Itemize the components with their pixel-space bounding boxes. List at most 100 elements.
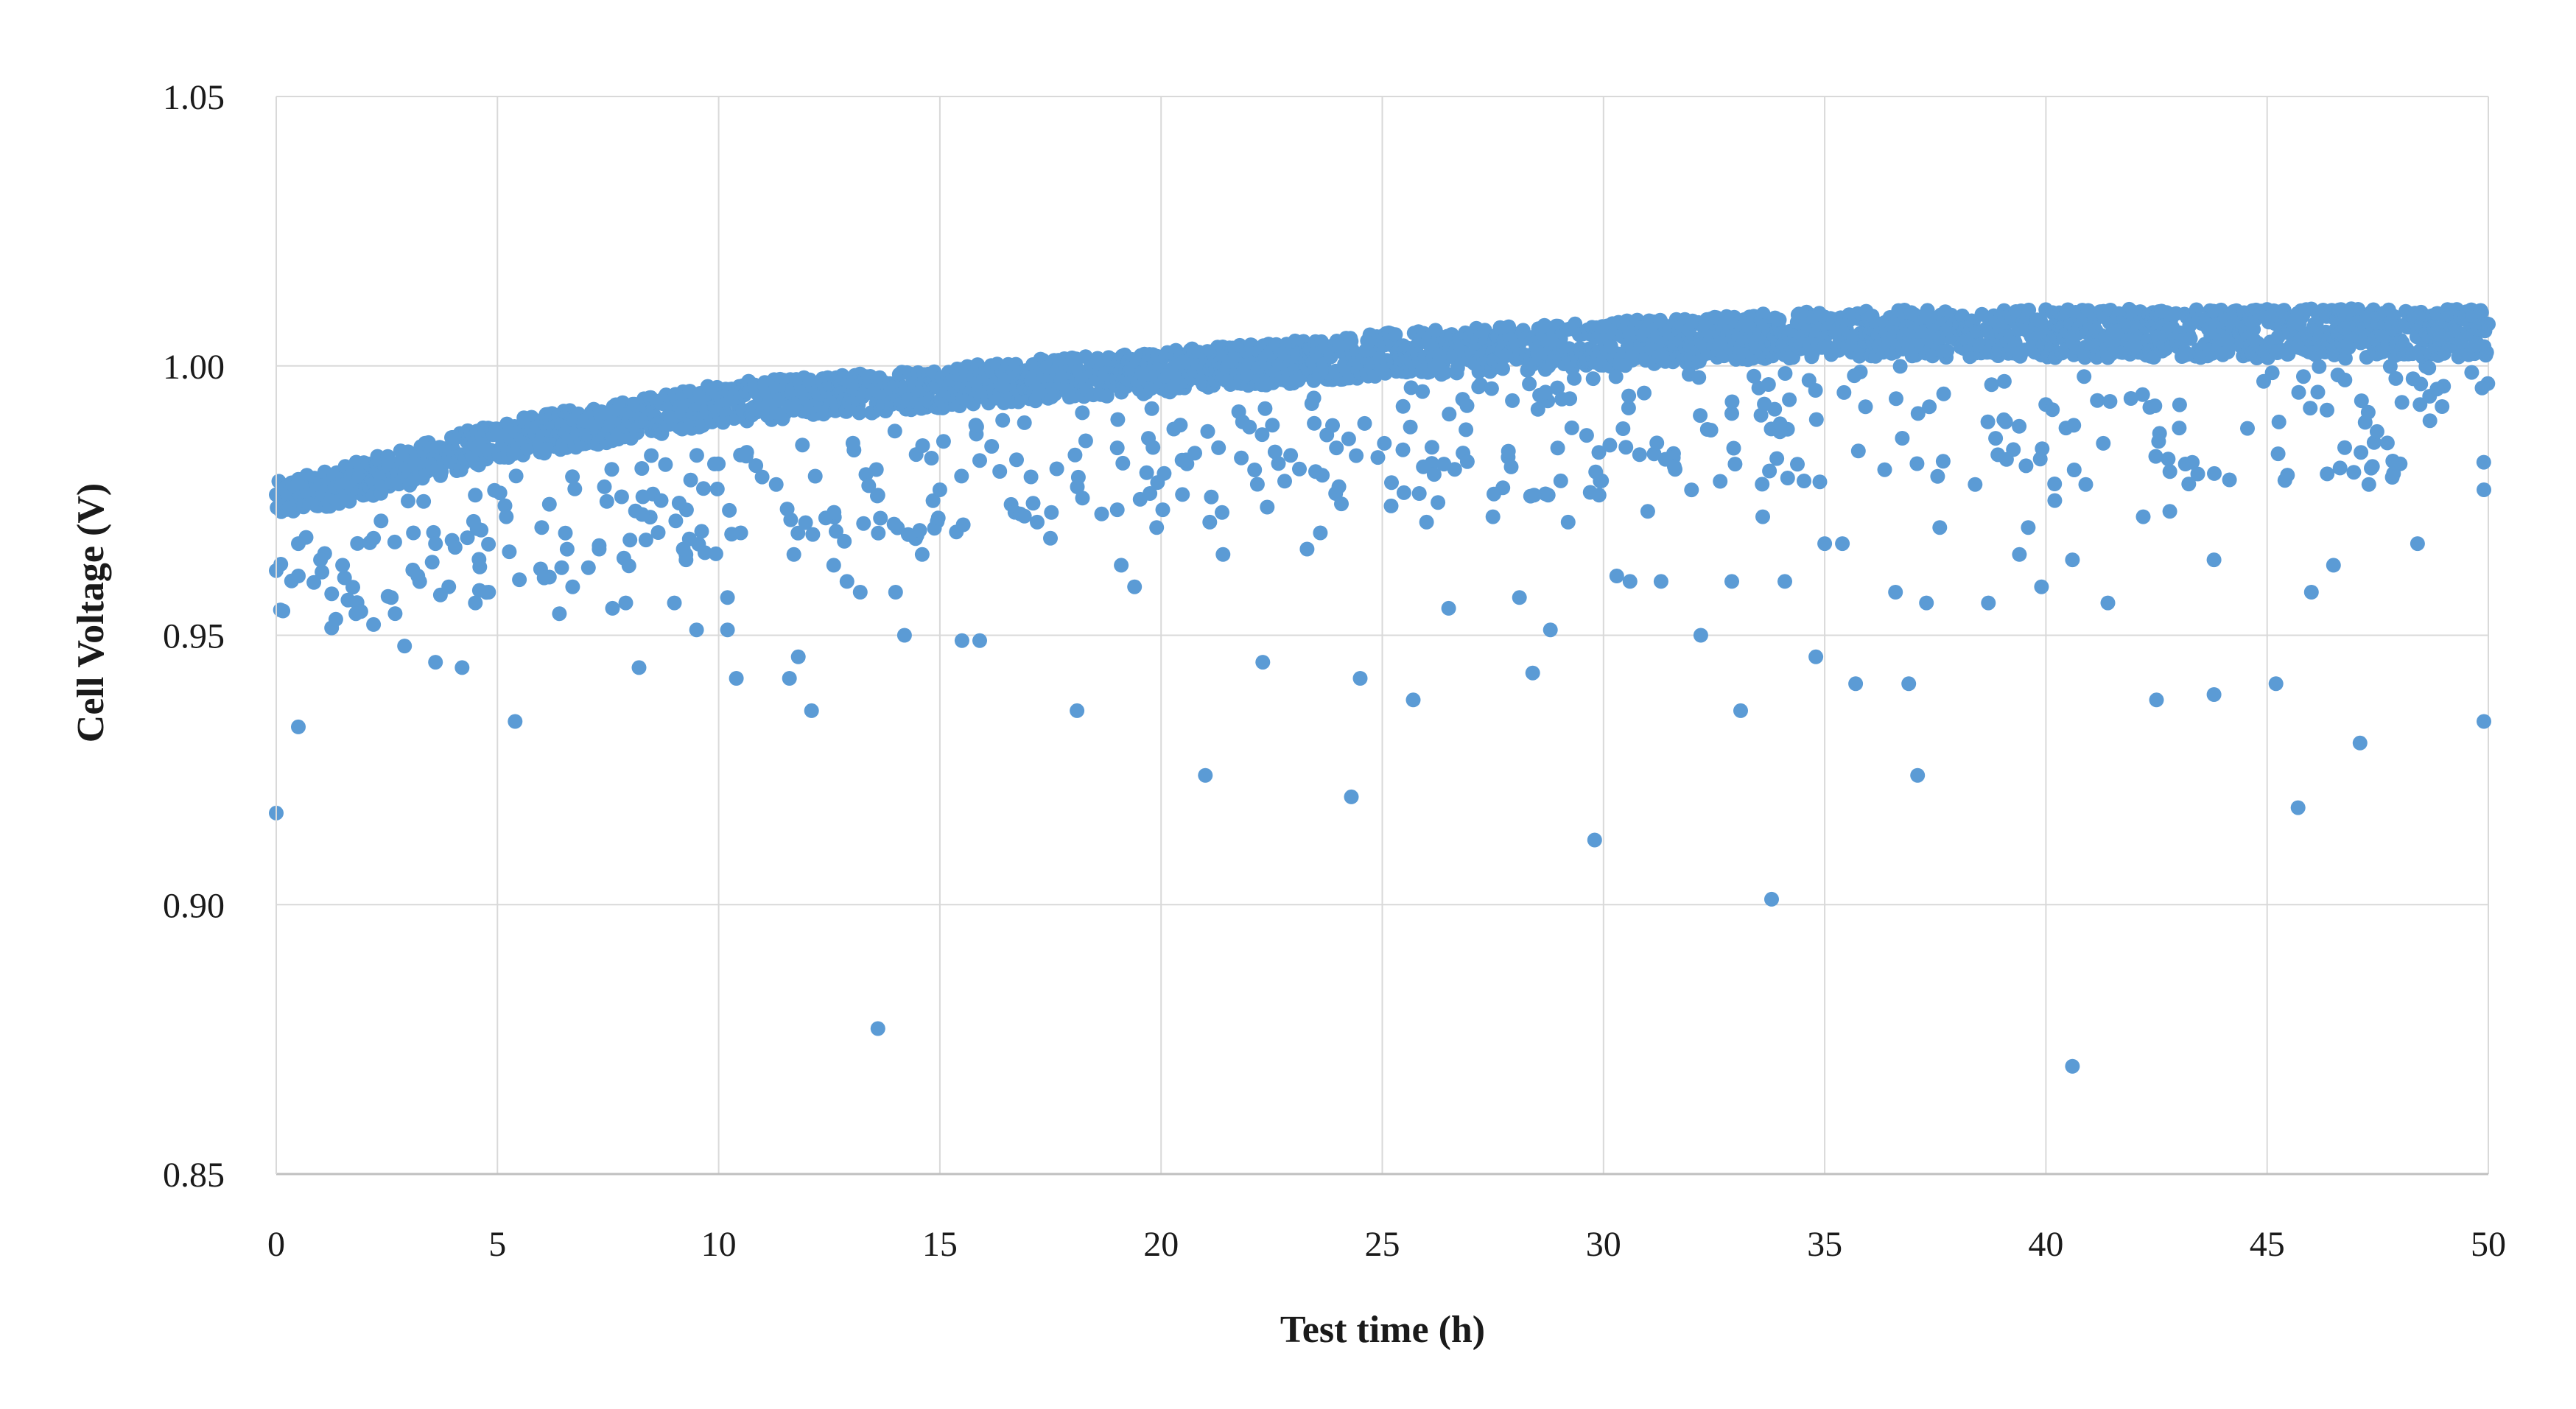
data-point <box>733 447 748 463</box>
data-point <box>1459 422 1474 438</box>
data-point <box>995 412 1011 428</box>
data-point <box>2220 344 2236 359</box>
data-point <box>460 530 475 546</box>
y-tick-label: 0.85 <box>163 1156 225 1195</box>
data-point <box>1487 486 1501 502</box>
data-point <box>622 533 638 548</box>
data-point-outlier <box>2477 714 2491 729</box>
data-point <box>1753 407 1769 423</box>
axes: 0 5 10 15 20 25 30 35 40 45 50 0.85 0.90 0.95 1.00 1.05 <box>163 78 2506 1264</box>
data-point-outlier <box>1383 498 1399 513</box>
data-point <box>668 513 684 529</box>
data-point-outlier <box>1543 622 1558 638</box>
data-point <box>1200 424 1215 439</box>
data-point <box>1608 369 1624 384</box>
data-point <box>2346 465 2362 480</box>
data-point <box>1247 463 1263 477</box>
data-point-outlier <box>675 541 691 557</box>
data-point <box>886 516 902 532</box>
data-point <box>1044 505 1059 520</box>
data-point <box>912 523 927 538</box>
data-point-outlier <box>2012 547 2027 562</box>
data-point <box>1315 468 1330 483</box>
data-point-outlier <box>1202 514 1218 530</box>
data-point <box>2481 317 2496 332</box>
data-point <box>1621 400 1636 415</box>
data-point <box>497 498 513 513</box>
data-point <box>2090 393 2105 408</box>
data-point <box>1334 496 1349 512</box>
data-point <box>2312 359 2327 374</box>
data-point <box>634 507 650 522</box>
data-point <box>1377 435 1392 451</box>
data-point <box>1980 414 1996 429</box>
data-point-outlier <box>720 590 735 605</box>
data-point-outlier <box>1724 574 1739 589</box>
data-point-outlier <box>1512 590 1527 605</box>
data-point-outlier <box>1149 520 1165 535</box>
data-point <box>324 586 340 602</box>
data-point <box>1553 473 1568 488</box>
data-point-outlier <box>733 525 748 541</box>
data-point <box>1155 502 1171 518</box>
data-point <box>1403 419 1418 435</box>
data-point-outlier <box>1215 547 1231 562</box>
data-point-outlier <box>1755 509 1770 524</box>
data-point <box>1388 327 1403 342</box>
data-point <box>328 611 343 627</box>
data-point <box>1757 396 1772 412</box>
data-point <box>795 438 810 453</box>
data-point <box>805 527 821 542</box>
data-point-outlier <box>888 585 903 600</box>
data-point <box>845 435 860 451</box>
data-point <box>2018 458 2034 474</box>
data-point-outlier <box>1919 595 1934 611</box>
data-point <box>2058 421 2074 436</box>
data-point <box>1618 440 1634 455</box>
data-point <box>1726 440 1741 456</box>
data-point <box>2066 463 2082 477</box>
data-point <box>2429 382 2445 397</box>
x-tick-label: 20 <box>1143 1225 1179 1264</box>
data-point <box>1254 427 1270 443</box>
x-tick-label: 35 <box>1807 1225 1842 1264</box>
data-point <box>2393 456 2408 471</box>
data-point <box>2382 359 2398 374</box>
data-point <box>2354 445 2369 460</box>
data-point-outlier <box>2078 477 2094 492</box>
data-point <box>1691 370 1707 385</box>
x-tick-label: 30 <box>1586 1225 1621 1264</box>
data-point-outlier <box>508 714 523 729</box>
data-point-outlier <box>1981 595 1996 611</box>
data-point-outlier <box>932 482 947 497</box>
data-point <box>1331 479 1347 494</box>
data-point <box>2354 393 2369 409</box>
data-point <box>2096 435 2111 451</box>
data-point-outlier <box>428 655 443 670</box>
data-point <box>1657 451 1673 467</box>
data-point <box>1930 468 1945 484</box>
data-point <box>1812 474 1828 490</box>
data-point <box>1204 489 1219 505</box>
data-point <box>1234 450 1249 465</box>
data-point <box>1271 456 1286 471</box>
data-point <box>558 525 573 541</box>
data-point <box>1357 415 1372 431</box>
data-point-outlier <box>291 569 306 583</box>
data-point <box>683 472 698 488</box>
data-point <box>1808 412 1824 427</box>
data-point-outlier <box>1441 600 1456 616</box>
data-point <box>1307 415 1322 431</box>
data-point <box>1940 343 1955 359</box>
data-point-outlier <box>1127 579 1143 594</box>
data-point <box>1277 474 1292 489</box>
data-point <box>1755 306 1771 322</box>
data-point <box>2077 369 2092 384</box>
data-point <box>597 479 612 494</box>
data-point <box>1591 445 1607 460</box>
data-point <box>1503 459 1519 474</box>
x-tick-label: 50 <box>2471 1225 2506 1264</box>
data-point-outlier <box>366 530 382 546</box>
data-point <box>1990 447 2006 463</box>
data-point <box>697 545 712 561</box>
